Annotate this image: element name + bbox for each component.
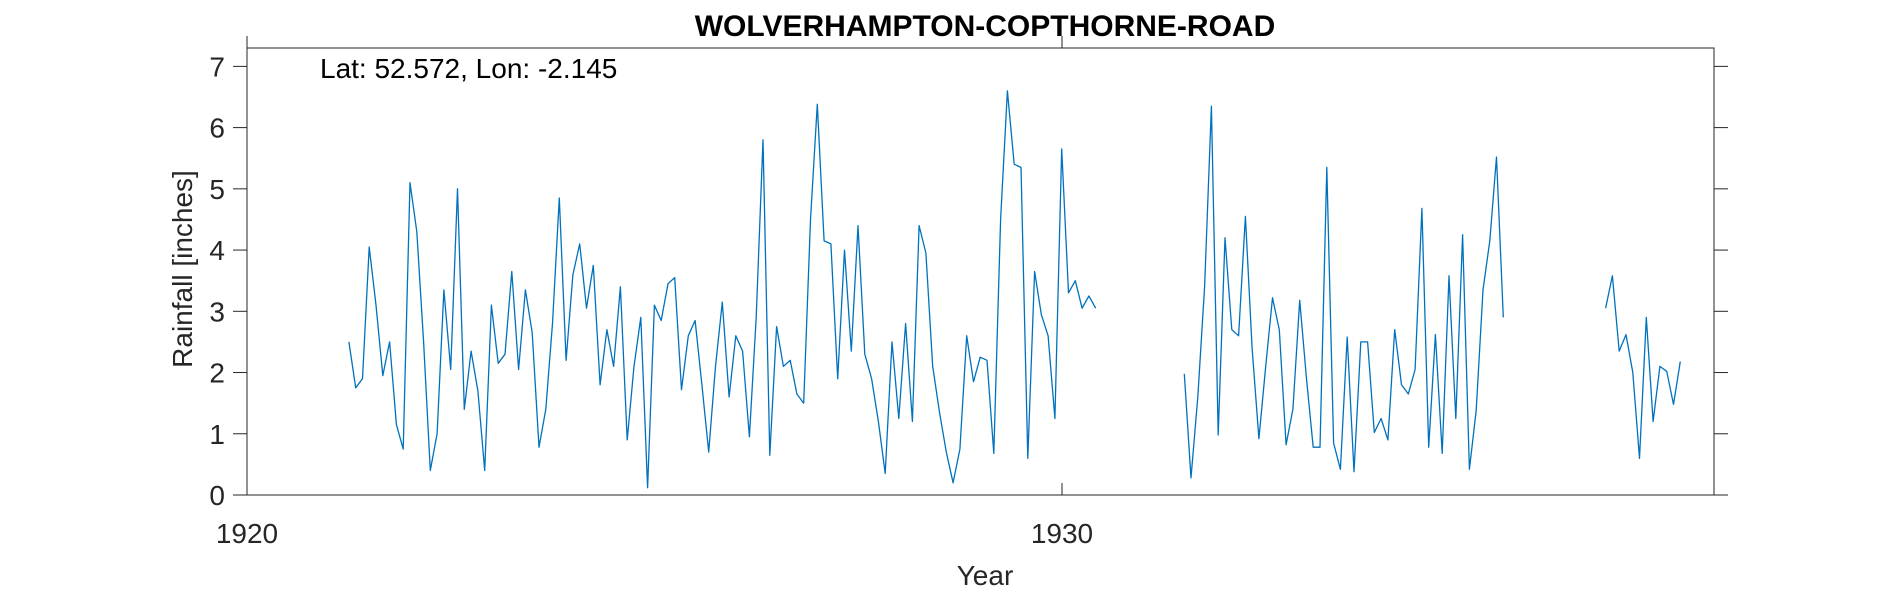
y-tick-label: 7 — [209, 51, 225, 82]
y-tick-label: 3 — [209, 296, 225, 327]
rainfall-series-line-segment-1 — [348, 90, 1097, 489]
chart-title: WOLVERHAMPTON-COPTHORNE-ROAD — [695, 10, 1276, 43]
y-tick-label: 5 — [209, 174, 225, 205]
y-tick-label: 4 — [209, 235, 225, 266]
axes-box — [246, 47, 1715, 496]
y-axis-title: Rainfall [inches] — [167, 170, 198, 368]
y-tick-label: 6 — [209, 113, 225, 144]
x-tick-label: 1920 — [216, 518, 278, 549]
y-tick-label: 0 — [209, 480, 225, 511]
rainfall-series-line-segment-3 — [1604, 275, 1681, 459]
x-tick-label: 1930 — [1031, 518, 1093, 549]
y-tick-label: 1 — [209, 419, 225, 450]
y-tick-label: 2 — [209, 358, 225, 389]
station-coordinates-label: Lat: 52.572, Lon: -2.145 — [320, 53, 617, 84]
rainfall-series-line-segment-2 — [1183, 105, 1504, 479]
x-axis-title: Year — [957, 560, 1014, 591]
plot-area: 0 1 2 3 4 5 6 7 1920 1930 — [209, 36, 1728, 549]
